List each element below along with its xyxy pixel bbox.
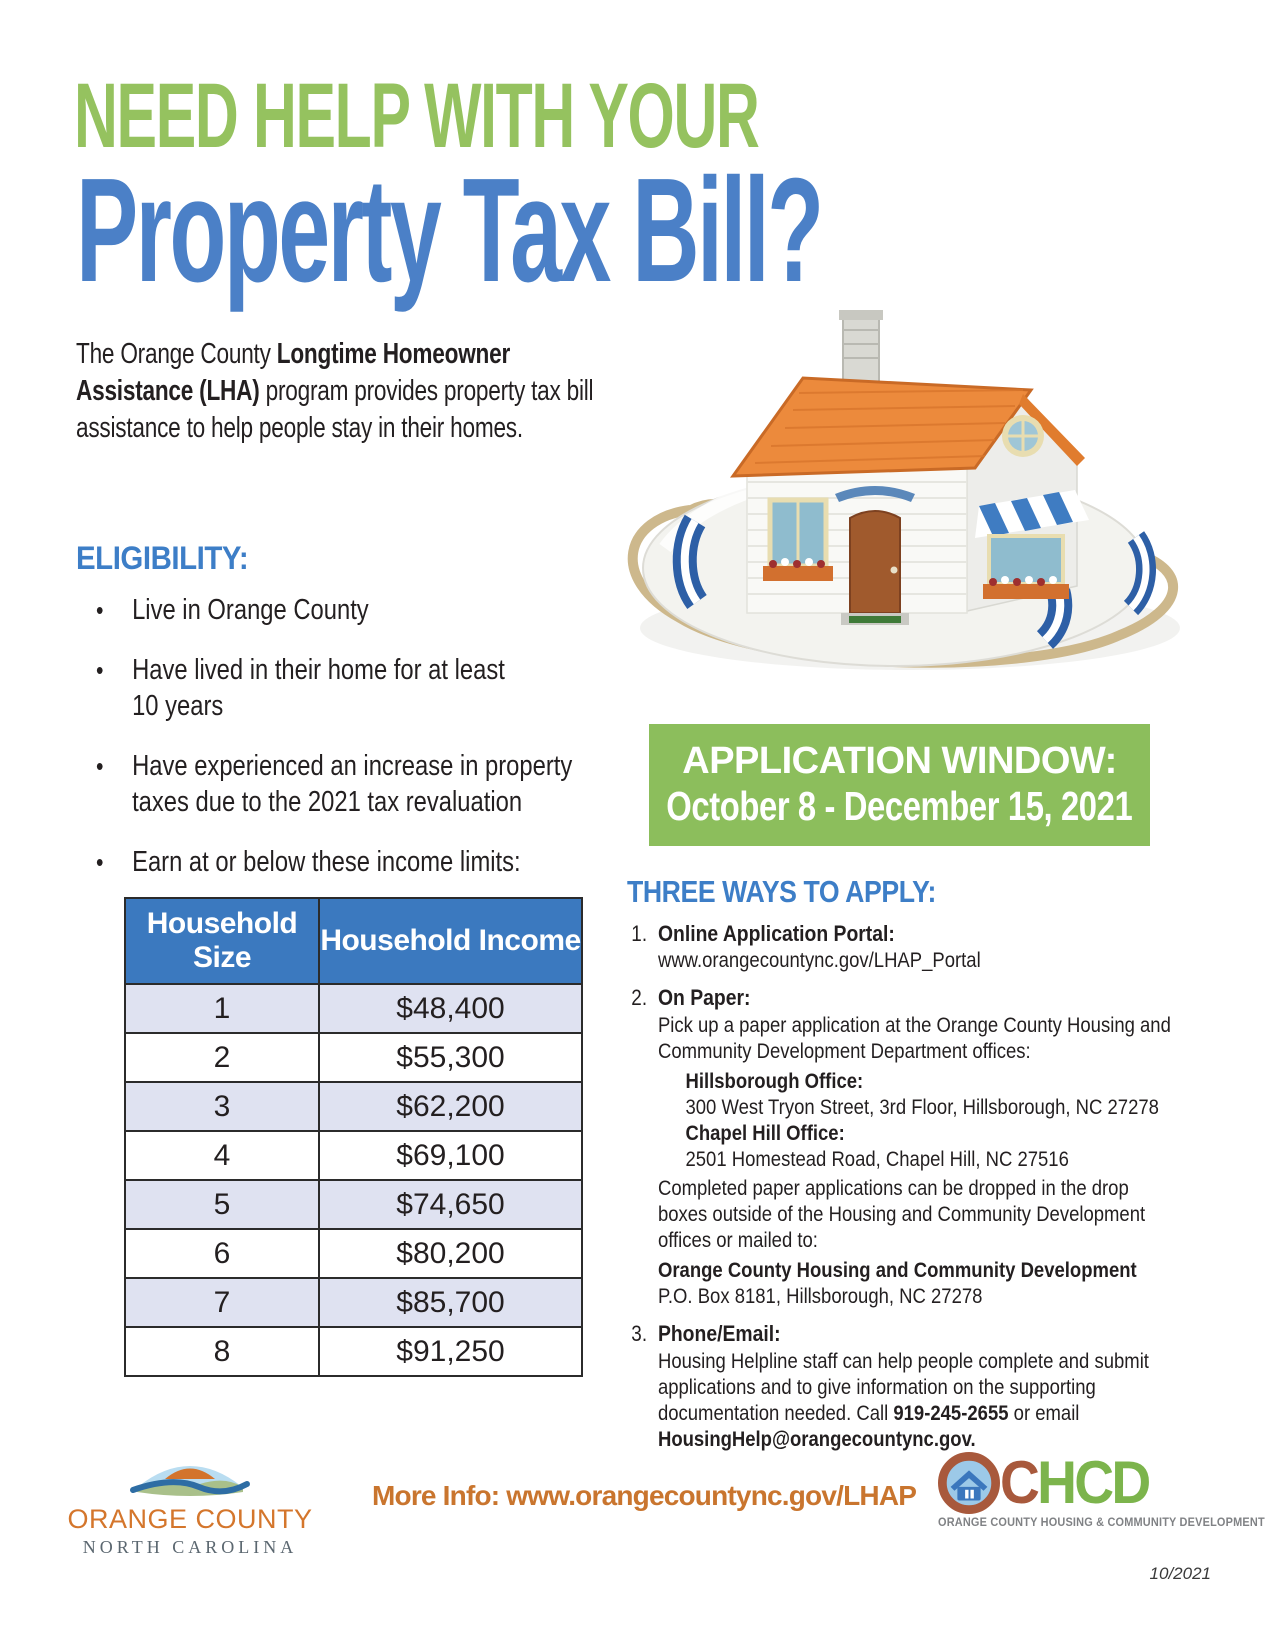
table-row: 4 $69,100 <box>124 1130 583 1181</box>
eligibility-item: • Have lived in their home for at least … <box>96 652 572 724</box>
office-name: Chapel Hill Office: <box>685 1121 845 1145</box>
eligibility-list: • Live in Orange County • Have lived in … <box>96 592 572 904</box>
application-window-label: APPLICATION WINDOW: <box>682 740 1117 782</box>
apply-item-title: On Paper: <box>657 985 751 1010</box>
table-row: 5 $74,650 <box>124 1179 583 1230</box>
helpline-text: Housing Helpline staff can help people c… <box>658 1348 1177 1452</box>
headline-kicker: NEED HELP WITH YOUR <box>74 65 760 167</box>
household-size: 5 <box>124 1179 320 1230</box>
list-number: 2. <box>631 985 648 1010</box>
household-size: 1 <box>124 983 320 1034</box>
portal-url-link[interactable]: www.orangecountync.gov/LHAP_Portal <box>657 948 981 972</box>
table-row: 3 $62,200 <box>124 1081 583 1132</box>
household-income: $62,200 <box>318 1081 583 1132</box>
table-header-row: Household Size Household Income <box>124 897 583 985</box>
income-limits-table: Household Size Household Income 1 $48,400… <box>124 897 583 1377</box>
list-number: 1. <box>631 921 648 946</box>
eligibility-item: • Earn at or below these income limits: <box>96 844 572 880</box>
column-header-household-income: Household Income <box>318 897 583 985</box>
intro-post: program provides property tax bill assis… <box>76 375 594 444</box>
orange-county-logo-subtext: NORTH CAROLINA <box>82 1537 298 1557</box>
office-addresses: Hillsborough Office: 300 West Tryon Stre… <box>685 1068 1177 1172</box>
list-number: 3. <box>631 1321 648 1346</box>
ochcd-tagline: ORANGE COUNTY HOUSING & COMMUNITY DEVELO… <box>938 1517 1265 1529</box>
line: Have lived in their home for at least <box>132 654 505 686</box>
household-size: 7 <box>124 1277 320 1328</box>
ochcd-logo: CHCD ORANGE COUNTY HOUSING & COMMUNITY D… <box>938 1452 1265 1529</box>
household-size: 8 <box>124 1326 320 1377</box>
apply-item-title: Online Application Portal: <box>657 921 895 946</box>
table-row: 8 $91,250 <box>124 1326 583 1377</box>
bullet-icon: • <box>96 655 104 685</box>
line: 10 years <box>132 690 224 722</box>
table-row: 1 $48,400 <box>124 983 583 1034</box>
eligibility-item-text: Earn at or below these income limits: <box>132 846 521 878</box>
apply-item-title: Phone/Email: <box>657 1321 781 1346</box>
ochcd-letter-c: C <box>1000 1449 1040 1516</box>
helpline-email-link[interactable]: HousingHelp@orangecountync.gov. <box>657 1427 976 1451</box>
apply-item-online: 1. Online Application Portal: www.orange… <box>627 920 1177 973</box>
household-size: 2 <box>124 1032 320 1083</box>
helpline-text-pre: Housing Helpline staff can help people c… <box>657 1349 1149 1425</box>
apply-item-phone-email: 3. Phone/Email: Housing Helpline staff c… <box>627 1320 1177 1456</box>
more-info-link[interactable]: More Info: www.orangecountync.gov/LHAP <box>372 1480 917 1511</box>
dropbox-instructions: Completed paper applications can be drop… <box>657 1176 1146 1252</box>
household-income: $80,200 <box>318 1228 583 1279</box>
apply-item-paper: 2. On Paper: Pick up a paper application… <box>627 984 1177 1309</box>
eligibility-item: • Have experienced an increase in proper… <box>96 748 572 820</box>
apply-heading: THREE WAYS TO APPLY: <box>627 874 936 909</box>
ochcd-letters: CHCD <box>1000 1453 1151 1513</box>
household-income: $85,700 <box>318 1277 583 1328</box>
orange-county-landscape-icon <box>130 1466 250 1496</box>
table-row: 2 $55,300 <box>124 1032 583 1083</box>
house-lifebuoy-illustration <box>627 310 1180 670</box>
ochcd-letters-hcd: HCD <box>1037 1449 1151 1516</box>
orange-county-logo: ORANGE COUNTY NORTH CAROLINA <box>62 1446 318 1558</box>
household-size: 3 <box>124 1081 320 1132</box>
helpline-phone[interactable]: 919-245-2655 <box>893 1401 1009 1425</box>
paper-instructions: Pick up a paper application at the Orang… <box>657 1013 1171 1063</box>
household-income: $55,300 <box>318 1032 583 1083</box>
table-row: 6 $80,200 <box>124 1228 583 1279</box>
office-name: Hillsborough Office: <box>685 1069 864 1093</box>
eligibility-heading: ELIGIBILITY: <box>76 540 249 576</box>
eligibility-item-text: Have experienced an increase in property… <box>132 748 572 820</box>
helpline-text-mid: or email <box>1008 1401 1080 1425</box>
household-income: $74,650 <box>318 1179 583 1230</box>
line: taxes due to the 2021 tax revaluation <box>132 786 523 818</box>
line: Have experienced an increase in property <box>132 750 573 782</box>
household-size: 6 <box>124 1228 320 1279</box>
household-size: 4 <box>124 1130 320 1181</box>
eligibility-item-text: Live in Orange County <box>132 594 369 626</box>
intro-program-name: Longtime Homeowner Assistance (LHA) <box>76 338 511 407</box>
eligibility-item: • Live in Orange County <box>96 592 572 628</box>
bullet-icon: • <box>96 751 104 781</box>
household-income: $91,250 <box>318 1326 583 1377</box>
eligibility-item-text: Have lived in their home for at least 10… <box>132 652 505 724</box>
household-income: $69,100 <box>318 1130 583 1181</box>
office-address: 2501 Homestead Road, Chapel Hill, NC 275… <box>685 1147 1069 1171</box>
table-row: 7 $85,700 <box>124 1277 583 1328</box>
application-window-banner: APPLICATION WINDOW: October 8 - December… <box>649 724 1150 846</box>
apply-section: THREE WAYS TO APPLY: 1. Online Applicati… <box>627 874 1177 1467</box>
household-income: $48,400 <box>318 983 583 1034</box>
bullet-icon: • <box>96 595 104 625</box>
mailing-address: P.O. Box 8181, Hillsborough, NC 27278 <box>657 1284 983 1308</box>
headline-main: Property Tax Bill? <box>76 148 824 313</box>
bullet-icon: • <box>96 847 104 877</box>
orange-county-logo-text: ORANGE COUNTY <box>67 1504 313 1534</box>
mailing-name: Orange County Housing and Community Deve… <box>657 1258 1137 1282</box>
application-window-dates: October 8 - December 15, 2021 <box>666 783 1133 829</box>
column-header-household-size: Household Size <box>124 897 320 985</box>
revision-date: 10/2021 <box>1149 1564 1211 1583</box>
ochcd-house-circle-icon <box>938 1452 1000 1514</box>
intro-paragraph: The Orange County Longtime Homeowner Ass… <box>76 336 614 447</box>
office-address: 300 West Tryon Street, 3rd Floor, Hillsb… <box>685 1095 1159 1119</box>
intro-pre: The Orange County <box>76 338 277 370</box>
